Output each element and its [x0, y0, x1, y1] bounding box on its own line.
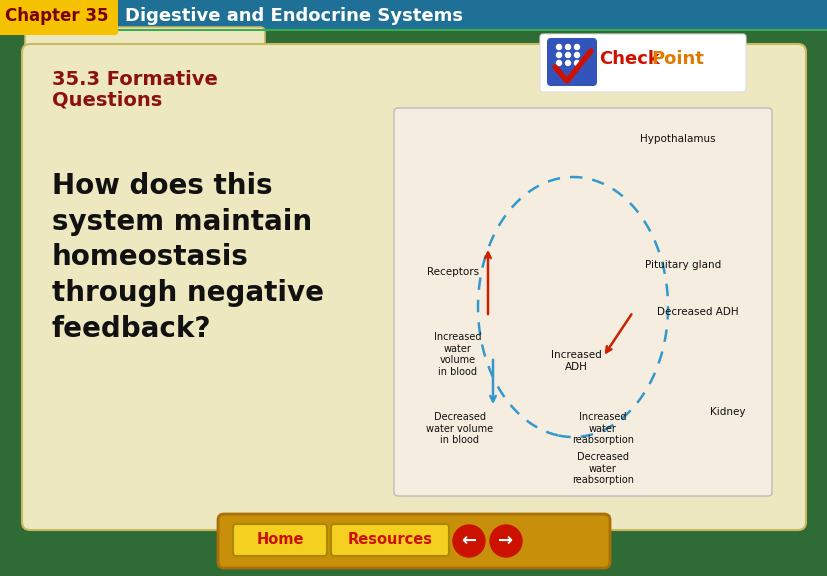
Text: Check: Check — [598, 50, 659, 68]
Circle shape — [574, 44, 579, 50]
Circle shape — [574, 60, 579, 66]
Text: Decreased ADH: Decreased ADH — [657, 307, 738, 317]
Text: How does this
system maintain
homeostasis
through negative
feedback?: How does this system maintain homeostasi… — [52, 172, 323, 343]
Circle shape — [556, 60, 561, 66]
Circle shape — [565, 60, 570, 66]
Text: Decreased
water
reabsorption: Decreased water reabsorption — [571, 452, 633, 485]
Text: Questions: Questions — [52, 90, 162, 109]
Text: Point: Point — [650, 50, 703, 68]
FancyBboxPatch shape — [25, 27, 265, 65]
Text: Increased
water
reabsorption: Increased water reabsorption — [571, 412, 633, 445]
Circle shape — [565, 44, 570, 50]
FancyBboxPatch shape — [22, 44, 805, 530]
Text: Home: Home — [256, 532, 304, 548]
FancyBboxPatch shape — [331, 524, 448, 556]
FancyBboxPatch shape — [0, 0, 118, 35]
Text: →: → — [498, 532, 513, 550]
Text: Resources: Resources — [347, 532, 432, 548]
FancyBboxPatch shape — [218, 514, 609, 568]
Text: Kidney: Kidney — [710, 407, 745, 417]
Circle shape — [565, 52, 570, 58]
Text: Increased
water
volume
in blood: Increased water volume in blood — [433, 332, 481, 377]
Circle shape — [556, 44, 561, 50]
Text: Receptors: Receptors — [427, 267, 479, 277]
FancyBboxPatch shape — [232, 524, 327, 556]
FancyBboxPatch shape — [394, 108, 771, 496]
Text: ←: ← — [461, 532, 476, 550]
Circle shape — [556, 52, 561, 58]
Bar — [0, 0, 827, 30]
Text: Pituitary gland: Pituitary gland — [644, 260, 720, 270]
Text: Decreased
water volume
in blood: Decreased water volume in blood — [426, 412, 493, 445]
FancyBboxPatch shape — [547, 38, 596, 86]
Text: Digestive and Endocrine Systems: Digestive and Endocrine Systems — [125, 7, 462, 25]
Text: Hypothalamus: Hypothalamus — [639, 134, 715, 144]
FancyBboxPatch shape — [539, 34, 745, 92]
Text: Chapter 35: Chapter 35 — [5, 7, 108, 25]
Text: 35.3 Formative: 35.3 Formative — [52, 70, 218, 89]
Text: Increased
ADH: Increased ADH — [550, 350, 600, 372]
Circle shape — [490, 525, 521, 557]
Circle shape — [452, 525, 485, 557]
Circle shape — [574, 52, 579, 58]
